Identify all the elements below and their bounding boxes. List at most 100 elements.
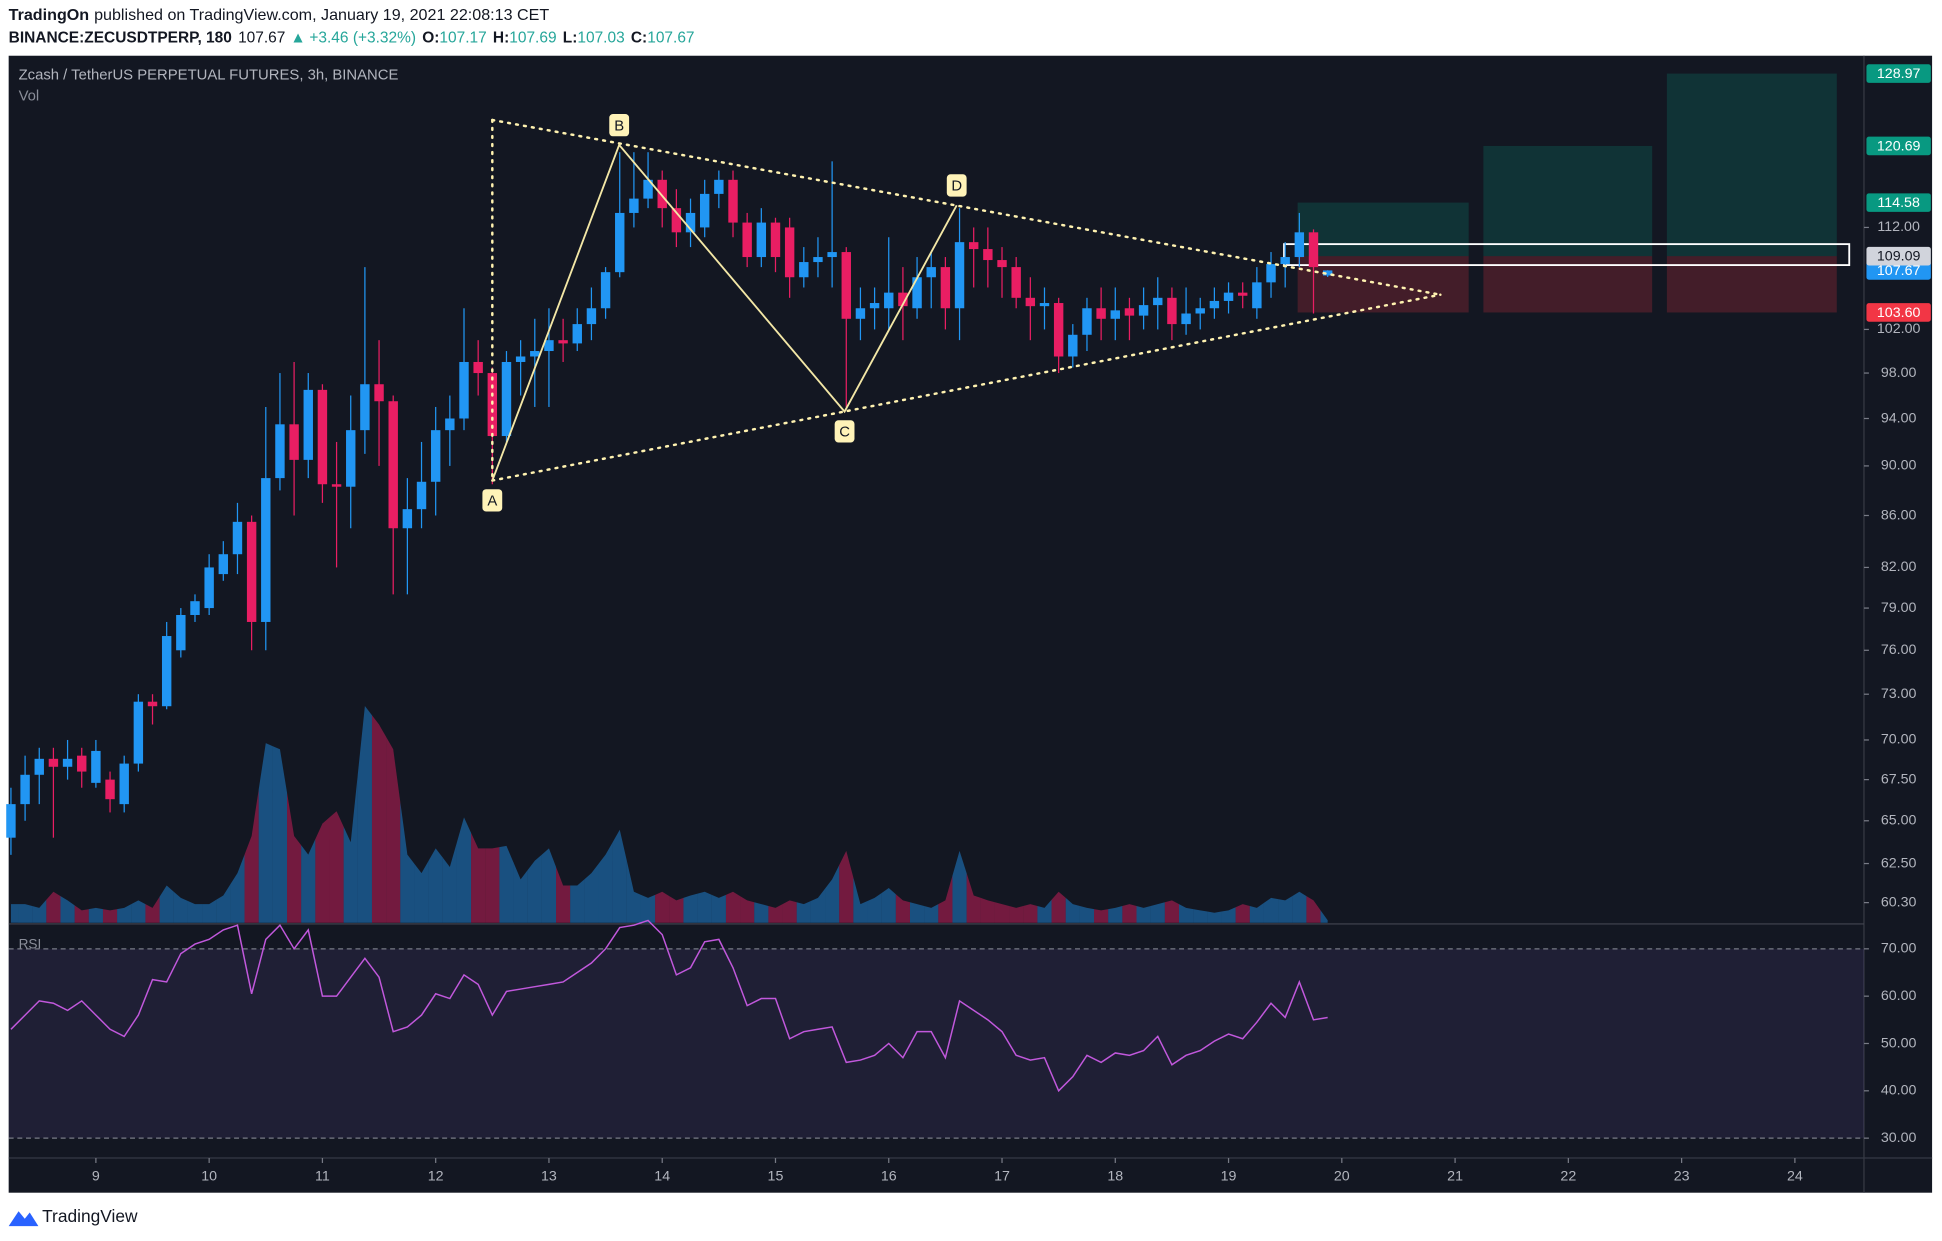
candle-body <box>799 262 809 278</box>
volume-area <box>626 860 641 923</box>
footer-bar <box>0 1195 1942 1241</box>
candle-body <box>685 212 696 233</box>
change: +3.46 (+3.32%) <box>309 29 416 46</box>
volume-area <box>881 888 896 923</box>
candle-body <box>1223 292 1234 301</box>
candle-body <box>756 222 767 258</box>
candle-body <box>643 179 653 199</box>
volume-area <box>414 860 429 923</box>
candle-body <box>898 292 908 307</box>
volume-area <box>131 900 146 923</box>
y-tick-label: 67.50 <box>1881 771 1917 787</box>
candle-body <box>62 758 73 767</box>
volume-area <box>655 891 670 923</box>
c-label: C: <box>631 29 647 46</box>
volume-area <box>1037 899 1052 923</box>
candle-body <box>133 701 144 764</box>
volume-area <box>895 894 910 923</box>
candle-body <box>147 701 158 707</box>
pattern-line <box>491 143 958 481</box>
volume-area <box>867 892 882 923</box>
volume-area <box>74 905 89 923</box>
candle-body <box>1082 308 1092 335</box>
price-label-box <box>1866 261 1931 280</box>
volume-area <box>46 891 61 923</box>
pattern-label: C <box>839 425 850 441</box>
x-tick-label: 11 <box>315 1168 330 1184</box>
volume-area <box>1108 905 1123 923</box>
volume-area <box>839 850 854 923</box>
rsi-tick-label: 40.00 <box>1881 1083 1917 1099</box>
candle-body <box>1167 297 1177 325</box>
candle-body <box>1138 305 1149 316</box>
open: 107.17 <box>439 29 486 46</box>
volume-area <box>1306 896 1321 923</box>
x-tick-label: 20 <box>1334 1168 1350 1184</box>
y-tick-label: 70.00 <box>1881 732 1917 748</box>
candle-body <box>586 308 597 325</box>
l-label: L: <box>563 29 578 46</box>
rsi-line <box>10 919 1328 1093</box>
volume-area <box>145 896 160 923</box>
candle-body <box>48 758 59 767</box>
y-tick-label: 62.50 <box>1881 855 1917 871</box>
candle-body <box>388 401 398 529</box>
y-tick-label: 98.00 <box>1881 365 1917 381</box>
candle-body <box>600 272 611 309</box>
price-label-box <box>1866 246 1931 266</box>
volume-area <box>740 896 755 923</box>
candle-body <box>912 277 922 309</box>
y-tick-label: 79.00 <box>1881 600 1917 616</box>
candle-body <box>1195 308 1205 314</box>
candle-body <box>1252 282 1262 309</box>
x-tick-label: 9 <box>92 1168 100 1184</box>
volume-area <box>980 897 995 923</box>
high: 107.69 <box>509 29 556 46</box>
pattern-label-box <box>482 489 503 512</box>
volume-area <box>570 879 585 923</box>
candle-body <box>430 430 441 482</box>
position-target <box>1297 202 1469 257</box>
candle-body <box>657 179 667 209</box>
y-tick-label: 76.00 <box>1881 642 1917 658</box>
candle-body <box>473 361 483 374</box>
volume-area <box>357 705 372 923</box>
x-tick-label: 22 <box>1560 1168 1576 1184</box>
volume-area <box>1150 902 1165 923</box>
volume-label: Vol <box>19 89 40 105</box>
footer-brand: TradingView <box>42 1206 138 1226</box>
volume-area <box>230 854 245 923</box>
candle-body <box>1068 334 1078 357</box>
candle-body <box>360 384 370 431</box>
y-tick-label: 90.00 <box>1881 458 1917 474</box>
candle-body <box>1308 232 1319 268</box>
candle-body <box>770 222 781 258</box>
candle-body <box>954 242 965 309</box>
rsi-tick-label: 60.00 <box>1881 988 1917 1004</box>
candle-body <box>176 614 186 651</box>
x-tick-label: 19 <box>1221 1168 1237 1184</box>
price-label-box <box>1866 303 1931 322</box>
published: published on TradingView.com, January 19… <box>94 6 549 24</box>
volume-area <box>1292 891 1307 923</box>
y-tick-label: 86.00 <box>1881 507 1917 523</box>
candle-body <box>20 774 30 805</box>
h-label: H: <box>493 29 509 46</box>
logo <box>8 1211 39 1227</box>
x-tick-label: 10 <box>201 1168 217 1184</box>
volume-area <box>400 801 415 923</box>
volume-area <box>456 817 472 923</box>
volume-area <box>1235 904 1250 923</box>
volume-area <box>1079 905 1095 923</box>
volume-area <box>1221 907 1236 923</box>
y-tick-label: 73.00 <box>1881 686 1917 702</box>
volume-area <box>442 842 457 923</box>
candle-body <box>827 252 837 258</box>
volume-area <box>1178 904 1194 923</box>
candle-body <box>1280 257 1290 265</box>
candle-body <box>1266 264 1276 283</box>
plot: A B C D 112.00 102.00 98.00 94.00 90.00 86.00 82.0… <box>6 64 1931 1184</box>
volume-area <box>1136 905 1151 923</box>
rsi-tick-label: 50.00 <box>1881 1035 1917 1051</box>
